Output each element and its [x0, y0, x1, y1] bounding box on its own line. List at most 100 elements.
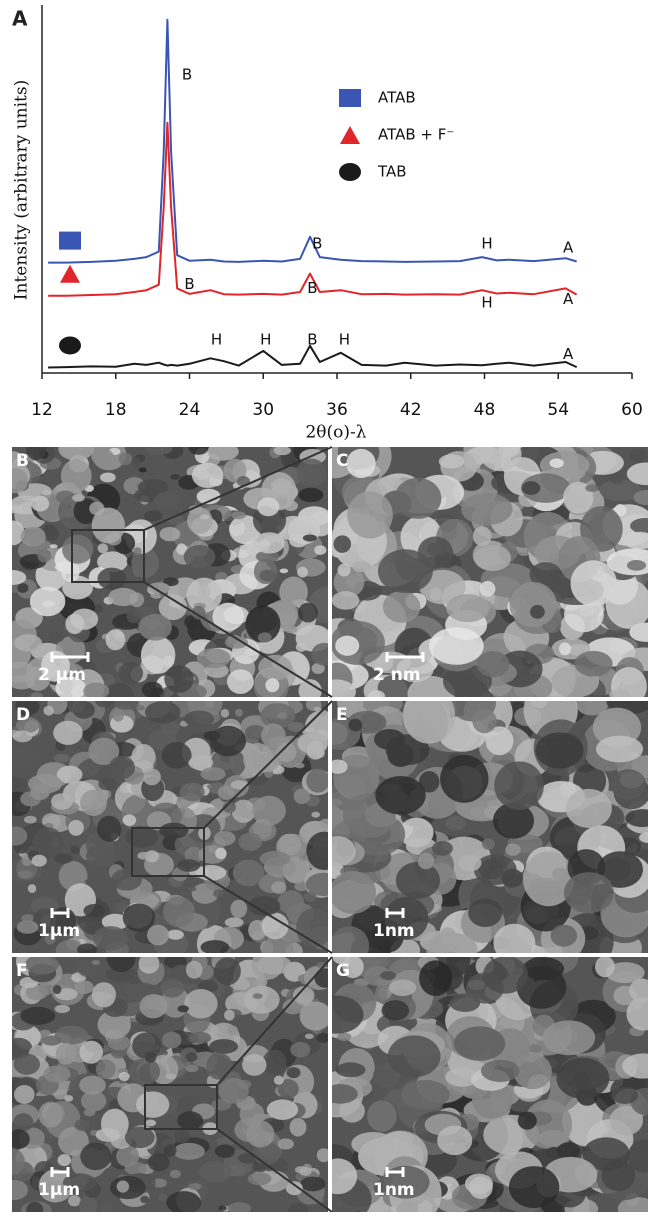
- sem-grain: [147, 925, 169, 946]
- sem-grain: [296, 459, 326, 487]
- sem-grain: [388, 1035, 441, 1077]
- sem-grain: [480, 581, 496, 597]
- y-axis-label: Intensity (arbitrary units): [12, 80, 32, 300]
- sem-grain: [158, 1193, 167, 1201]
- sem-grain: [595, 956, 615, 977]
- sem-grain: [274, 1076, 284, 1085]
- sem-grain: [109, 756, 135, 779]
- sem-grain: [56, 491, 75, 504]
- sem-grain: [273, 446, 291, 455]
- sem-grain: [3, 468, 28, 493]
- sem-grain: [174, 1129, 190, 1143]
- sem-grain: [221, 709, 229, 718]
- panel-label: F: [16, 961, 28, 981]
- sem-grain: [346, 449, 375, 478]
- sem-grain: [84, 1109, 96, 1117]
- sem-grain: [396, 862, 440, 899]
- sem-grain: [265, 678, 279, 692]
- x-tick-label: 48: [474, 400, 496, 420]
- sem-grain: [92, 960, 100, 965]
- sem-grain: [166, 1073, 176, 1079]
- legend-label: ATAB + F⁻: [378, 126, 454, 144]
- panel-label: C: [336, 451, 348, 471]
- sem-grain: [127, 610, 142, 624]
- sem-grain: [509, 1166, 559, 1208]
- sem-grain: [113, 709, 124, 721]
- sem-grain: [629, 449, 647, 463]
- sem-grain: [556, 1058, 609, 1099]
- x-tick-label: 36: [326, 400, 348, 420]
- sem-grain: [227, 669, 254, 694]
- sem-grain: [100, 473, 116, 483]
- legend-marker: [59, 336, 81, 354]
- sem-grain: [233, 860, 264, 887]
- sem-grain: [83, 904, 105, 918]
- sem-grain: [80, 790, 107, 816]
- sem-grain: [367, 1100, 397, 1132]
- sem-grain: [38, 549, 52, 562]
- sem-grain: [133, 547, 141, 555]
- sem-grain: [446, 594, 489, 622]
- sem-grain: [18, 870, 33, 878]
- sem-grain: [43, 1065, 70, 1082]
- sem-grain: [1, 745, 35, 765]
- sem-grain: [383, 591, 421, 623]
- sem-grain: [261, 723, 286, 748]
- sem-grain: [30, 587, 65, 617]
- sem-grain: [13, 731, 33, 743]
- sem-grain: [284, 625, 297, 633]
- scale-bar-label: 2 nm: [373, 665, 421, 685]
- sem-grain: [58, 1154, 71, 1166]
- sem-grain: [2, 1180, 28, 1200]
- sem-grain: [20, 1007, 55, 1025]
- sem-grain: [162, 1032, 181, 1049]
- x-tick-label: 18: [105, 400, 127, 420]
- sem-grain: [184, 545, 216, 568]
- sem-grain: [91, 448, 113, 465]
- sem-grain: [188, 886, 196, 891]
- sem-grain: [177, 1111, 203, 1129]
- sem-grain: [50, 544, 58, 548]
- sem-grain: [239, 545, 247, 550]
- sem-grain: [314, 545, 326, 555]
- sem-grain: [14, 1085, 35, 1104]
- sem-grain: [45, 528, 59, 541]
- sem-grain: [164, 1144, 177, 1157]
- sem-grain: [252, 796, 286, 826]
- sem-grain: [186, 1052, 198, 1061]
- sem-grain: [170, 1170, 181, 1178]
- peak-annotation: H: [481, 235, 492, 253]
- sem-grain: [394, 478, 441, 519]
- sem-grain: [297, 567, 308, 578]
- sem-grain: [334, 535, 352, 553]
- sem-grain: [215, 1144, 235, 1157]
- sem-grain: [213, 889, 224, 897]
- x-tick-label: 42: [400, 400, 422, 420]
- sem-grain: [85, 879, 94, 885]
- sem-grain: [97, 568, 126, 590]
- sem-grain: [97, 816, 121, 842]
- sem-grain: [98, 778, 116, 791]
- sem-grain: [290, 1042, 310, 1057]
- sem-grain: [123, 903, 155, 931]
- sem-grain: [227, 1026, 238, 1035]
- line-series: [48, 123, 577, 296]
- x-tick-label: 30: [252, 400, 274, 420]
- sem-grain: [196, 865, 226, 881]
- sem-grain: [51, 793, 73, 810]
- sem-grain: [472, 709, 496, 733]
- sem-grain: [131, 744, 155, 770]
- sem-grain: [31, 496, 49, 512]
- sem-grain: [311, 812, 320, 818]
- peak-annotation: H: [481, 294, 492, 312]
- sem-grain: [522, 481, 540, 495]
- sem-grain: [206, 1053, 233, 1080]
- sem-grain: [257, 955, 292, 974]
- sem-grain: [79, 1076, 106, 1095]
- sem-grain: [192, 463, 224, 488]
- sem-grain: [188, 440, 208, 455]
- sem-grain: [258, 655, 292, 681]
- sem-grain: [230, 900, 247, 918]
- scale-bar-label: 1μm: [38, 921, 80, 941]
- sem-grain: [439, 454, 464, 468]
